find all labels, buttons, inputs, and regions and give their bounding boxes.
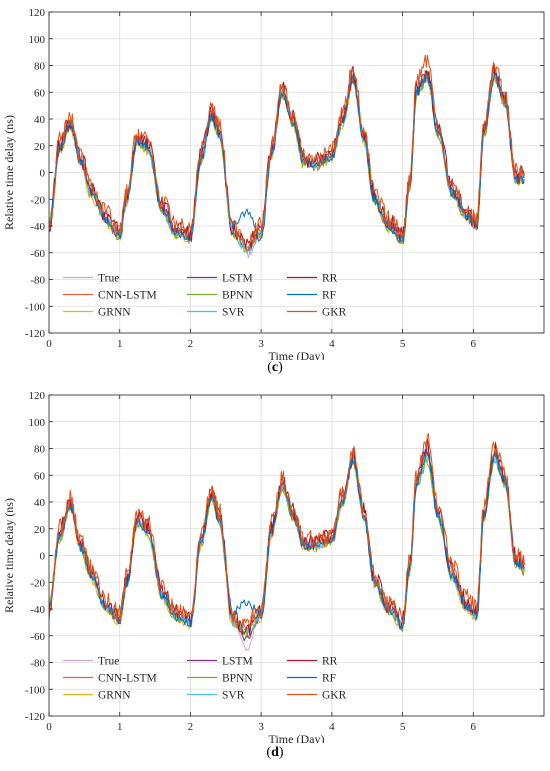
series-line-gkr [49, 54, 525, 251]
y-tick-label: 100 [29, 417, 46, 429]
y-tick-label: 0 [40, 168, 46, 180]
legend-label-lstm: LSTM [222, 656, 253, 668]
x-tick-label: 2 [188, 721, 194, 733]
legend-label-rr: RR [322, 656, 338, 668]
legend-label-lstm: LSTM [222, 273, 253, 285]
y-tick-label: 40 [34, 497, 46, 509]
x-tick-label: 2 [188, 338, 194, 350]
y-tick-label: -60 [30, 248, 45, 260]
legend-label-bpnn: BPNN [222, 673, 253, 685]
legend-label-cnn-lstm: CNN-LSTM [98, 673, 157, 685]
x-tick-label: 3 [258, 338, 264, 350]
y-tick-label: 80 [34, 444, 46, 456]
x-tick-label: 6 [471, 721, 477, 733]
legend-label-gkr: GKR [322, 690, 347, 702]
legend-label-grnn: GRNN [98, 690, 131, 702]
legend-label-rr: RR [322, 273, 338, 285]
chart-c: -120 -100 -80 -60 -40 -20 0 20 40 60 80 100 120 0 1 2 3 4… [2, 7, 545, 360]
chart-d: -120 -100 -80 -60 -40 -20 0 20 40 60 80 100 120 0 1 2 3 4… [2, 390, 545, 743]
legend-label-cnn-lstm: CNN-LSTM [98, 290, 157, 302]
y-tick-label: 120 [29, 390, 46, 402]
x-tick-label: 4 [329, 721, 335, 733]
y-tick-label: 20 [34, 141, 46, 153]
legend-label-true: True [98, 273, 119, 285]
grid [48, 11, 545, 334]
x-tick-label: 5 [400, 338, 406, 350]
y-tick-label: 80 [34, 61, 46, 73]
y-tick-label: 120 [29, 7, 46, 19]
series-line-gkr [49, 432, 525, 629]
y-tick-label: -120 [25, 328, 46, 340]
y-tick-label: -40 [30, 604, 45, 616]
y-tick-label: -80 [30, 658, 45, 670]
x-axis-label: Time (Day) [269, 349, 325, 360]
y-tick-label: 40 [34, 114, 46, 126]
legend: True CNN-LSTM GRNN LSTM BPNN SVR RR RF GKR [63, 273, 347, 319]
y-tick-label: 20 [34, 524, 46, 536]
x-tick-label: 1 [117, 338, 123, 350]
x-tick-label: 0 [46, 721, 52, 733]
y-tick-label: -120 [25, 711, 46, 723]
legend-label-true: True [98, 656, 119, 668]
legend-label-svr: SVR [222, 690, 245, 702]
grid [48, 394, 545, 717]
legend: True CNN-LSTM GRNN LSTM BPNN SVR RR RF GKR [63, 656, 347, 702]
y-tick-label: -20 [30, 577, 45, 589]
y-tick-label: -60 [30, 631, 45, 643]
y-tick-label: -80 [30, 275, 45, 287]
x-tick-label: 1 [117, 721, 123, 733]
y-tick-label: 60 [34, 87, 46, 99]
y-tick-label: 0 [40, 551, 46, 563]
legend-label-rf: RF [322, 290, 336, 302]
x-tick-label: 4 [329, 338, 335, 350]
y-tick-label: -100 [25, 684, 46, 696]
legend-label-gkr: GKR [322, 307, 347, 319]
x-tick-label: 6 [471, 338, 477, 350]
y-tick-label: -20 [30, 194, 45, 206]
panel-label-c: (c) [267, 360, 283, 375]
y-tick-label: -100 [25, 301, 46, 313]
y-tick-label: -40 [30, 221, 45, 233]
y-tick-label: 100 [29, 34, 46, 46]
legend-label-rf: RF [322, 673, 336, 685]
legend-label-bpnn: BPNN [222, 290, 253, 302]
y-tick-label: 60 [34, 470, 46, 482]
legend-label-grnn: GRNN [98, 307, 131, 319]
x-tick-label: 3 [258, 721, 264, 733]
x-tick-label: 5 [400, 721, 406, 733]
panel-label-d: (d) [266, 745, 284, 760]
x-tick-label: 0 [46, 338, 52, 350]
y-axis-label: Relative time delay (ns) [2, 498, 16, 613]
y-axis-label: Relative time delay (ns) [2, 115, 16, 230]
legend-label-svr: SVR [222, 307, 245, 319]
x-axis-label: Time (Day) [269, 732, 325, 743]
